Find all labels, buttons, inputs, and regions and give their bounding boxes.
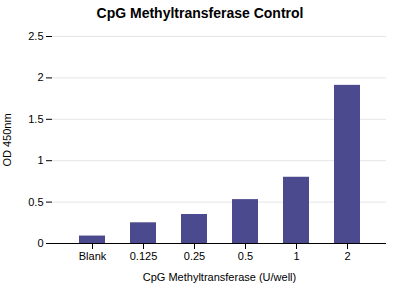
svg-text:2.5: 2.5 — [28, 30, 43, 42]
svg-text:0.5: 0.5 — [238, 250, 253, 262]
svg-text:1.5: 1.5 — [28, 113, 43, 125]
svg-text:OD 450nm: OD 450nm — [1, 113, 13, 166]
svg-text:0.5: 0.5 — [28, 196, 43, 208]
svg-text:CpG Methyltransferase (U/well): CpG Methyltransferase (U/well) — [143, 271, 296, 283]
svg-text:2: 2 — [344, 250, 350, 262]
svg-text:2: 2 — [37, 71, 43, 83]
svg-text:0.125: 0.125 — [130, 250, 158, 262]
svg-text:1: 1 — [293, 250, 299, 262]
svg-text:1: 1 — [37, 154, 43, 166]
svg-text:Blank: Blank — [79, 250, 107, 262]
html-text:CpG Methyltransferase Control: CpG Methyltransferase Control — [96, 5, 304, 21]
svg-text:0.25: 0.25 — [184, 250, 205, 262]
svg-text:0: 0 — [37, 237, 43, 249]
